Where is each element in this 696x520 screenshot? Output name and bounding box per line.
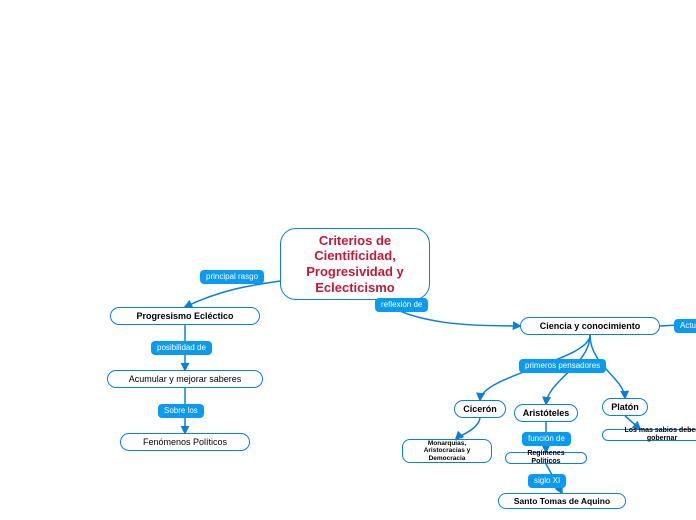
mindmap-canvas: Criterios de Cientificidad, Progresivida…: [0, 0, 696, 520]
edge-label-principal-rasgo: principal rasgo: [200, 270, 264, 284]
node-platon[interactable]: Platón: [602, 398, 648, 416]
node-progresismo-eclectico[interactable]: Progresismo Ecléctico: [110, 307, 260, 325]
node-ciencia-conocimiento[interactable]: Ciencia y conocimiento: [520, 317, 660, 335]
edge-label-siglo-xi: siglo XI: [528, 474, 566, 488]
node-regimenes-politicos[interactable]: Regímenes Políticos: [505, 452, 587, 464]
node-acumular-saberes[interactable]: Acumular y mejorar saberes: [107, 370, 263, 388]
node-aristoteles[interactable]: Aristóteles: [514, 404, 578, 422]
root-node[interactable]: Criterios de Cientificidad, Progresivida…: [280, 228, 430, 300]
edge-label-primeros-pensadores: primeros pensadores: [519, 359, 606, 373]
edge-label-funcion-de: función de: [522, 432, 571, 446]
node-monarquias[interactable]: Monarquias, Aristocracias y Democracia: [402, 439, 492, 463]
edge-label-reflexion-de: reflexión de: [375, 298, 428, 312]
node-ciceron[interactable]: Cicerón: [454, 400, 506, 418]
edge-label-sobre-los: Sobre los: [158, 404, 204, 418]
node-santo-tomas-aquino[interactable]: Santo Tomas de Aquino: [498, 493, 626, 509]
node-sabios-gobernar[interactable]: Los mas sabios deben gobernar: [602, 429, 696, 441]
edge-label-actual: Actual: [674, 319, 696, 333]
root-label: Criterios de Cientificidad, Progresivida…: [295, 233, 415, 295]
edge-label-posibilidad-de: posibilidad de: [151, 341, 212, 355]
node-fenomenos-politicos[interactable]: Fenómenos Políticos: [120, 433, 250, 451]
